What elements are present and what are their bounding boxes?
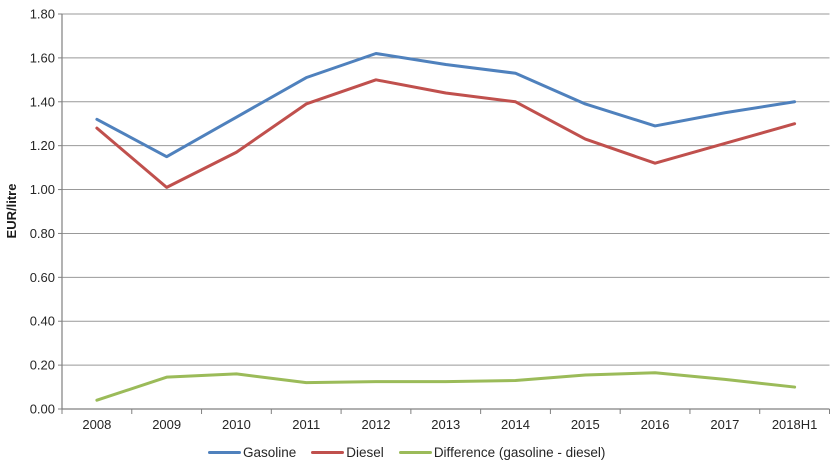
series-line-difference-gasoline-diesel [95,371,797,402]
x-tick-label: 2010 [222,417,251,432]
gasoline-line-swatch-icon [208,450,241,455]
legend-item-gasoline: Gasoline [208,445,296,460]
chart-legend: Gasoline Diesel Difference (gasoline - d… [208,445,605,460]
y-tick-label: 1.60 [30,50,55,65]
legend-label-gasoline: Gasoline [243,445,297,460]
series-line-diesel [95,78,797,189]
y-tick-label: 1.80 [30,7,55,22]
x-tick-label: 2014 [501,417,530,432]
x-tick-label: 2008 [82,417,111,432]
y-tick-label: 0.00 [30,402,55,417]
legend-label-difference: Difference (gasoline - diesel) [433,445,606,460]
x-tick-label: 2017 [710,417,739,432]
difference-line-swatch-icon [398,450,432,455]
x-tick-label: 2018H1 [772,417,818,432]
legend-item-difference: Difference (gasoline - diesel) [398,445,606,460]
series-line-gasoline [95,52,797,159]
legend-item-diesel: Diesel [311,445,384,460]
y-axis-title: EUR/litre [4,183,19,239]
y-tick-label: 0.80 [30,226,55,241]
y-tick-label: 0.60 [30,270,55,285]
y-tick-label: 0.40 [30,314,55,329]
y-tick-label: 1.20 [30,138,55,153]
plot-area: 0.00 0.20 0.40 0.60 0.80 1.00 1.20 1.40 1.60 1.80… [30,7,830,432]
x-tick-label: 2015 [571,417,600,432]
y-tick-label: 0.20 [30,358,55,373]
x-tick-label: 2013 [431,417,460,432]
diesel-line-swatch-icon [311,450,345,455]
x-tick-label: 2011 [292,417,320,432]
y-tick-label: 1.40 [30,94,55,109]
y-tick-label: 1.00 [30,182,55,197]
legend-label-diesel: Diesel [346,445,384,460]
x-tick-label: 2009 [152,417,181,432]
x-tick-label: 2012 [362,417,391,432]
x-tick-label: 2016 [641,417,670,432]
